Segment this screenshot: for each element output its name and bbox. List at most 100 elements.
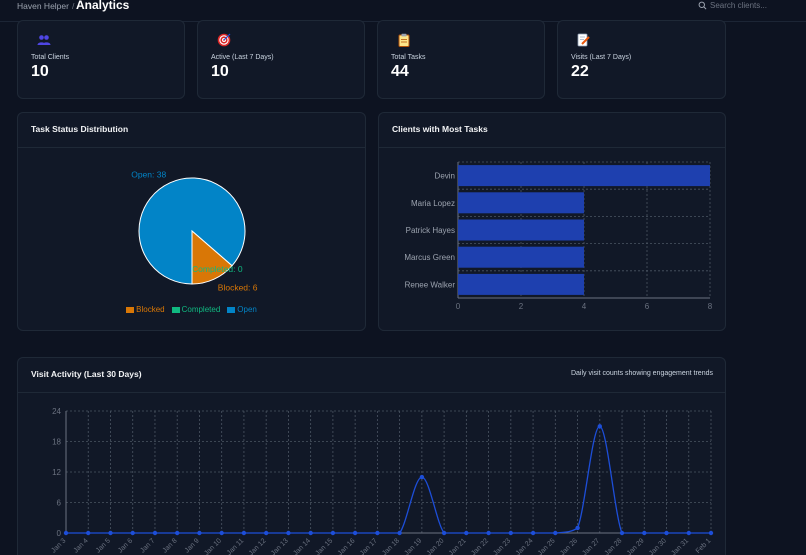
x-tick-label: Jan 21	[448, 537, 468, 555]
x-tick-label: Jan 3	[50, 537, 67, 554]
data-point	[530, 530, 536, 536]
search-input[interactable]: Search clients...	[697, 0, 806, 12]
visit-series-line	[66, 425, 711, 534]
data-point	[241, 530, 247, 536]
panel-title: Clients with Most Tasks	[392, 124, 488, 134]
x-tick-label: Jan 29	[626, 537, 646, 555]
x-tick-label: Jan 17	[359, 537, 379, 555]
pie-label-completed: Completed: 0	[192, 264, 243, 274]
x-tick-label: Jan 13	[270, 537, 290, 555]
x-tick-label: Jan 11	[226, 537, 246, 555]
data-point	[686, 530, 691, 536]
data-point	[664, 530, 669, 536]
y-tick-label: Maria Lopez	[411, 199, 455, 208]
top-bar: Haven Helper / Analytics Search clients..…	[0, 0, 806, 22]
data-point	[575, 525, 580, 531]
y-tick-label: Marcus Green	[404, 253, 455, 262]
stat-label: Active (Last 7 Days)	[211, 54, 274, 61]
stat-label: Total Tasks	[391, 54, 426, 61]
stat-card-active: Active (Last 7 Days) 10	[197, 20, 365, 99]
bar-patrick-hayes	[458, 219, 584, 241]
data-point	[197, 530, 202, 536]
x-tick-label: Jan 20	[426, 537, 446, 555]
panel-divider	[18, 392, 725, 393]
stat-value: 22	[571, 63, 589, 80]
breadcrumb-root[interactable]: Haven Helper	[17, 1, 69, 11]
data-point	[486, 530, 491, 536]
data-point	[152, 530, 158, 536]
stat-card-total-tasks: Total Tasks 44	[377, 20, 545, 99]
data-point	[619, 530, 625, 536]
legend-swatch	[126, 306, 135, 313]
x-tick-label: Jan 14	[292, 537, 312, 555]
panel-title: Task Status Distribution	[31, 124, 129, 134]
breadcrumb-separator: /	[71, 1, 75, 11]
stat-value: 44	[391, 63, 409, 80]
task-status-panel: Task Status Distribution Open: 38 Blocked…	[17, 112, 366, 331]
data-point	[130, 530, 135, 536]
panel-title: Visit Activity (Last 30 Days)	[31, 369, 142, 379]
data-point	[308, 530, 313, 536]
panel-divider	[18, 147, 365, 148]
y-tick-label: 6	[57, 499, 62, 508]
x-tick-label: 8	[708, 302, 713, 311]
x-tick-label: Feb 1	[695, 537, 713, 555]
data-point	[419, 474, 425, 480]
data-point	[553, 530, 558, 536]
y-tick-label: Patrick Hayes	[406, 226, 455, 235]
x-tick-label: Jan 25	[537, 537, 557, 555]
y-tick-label: 0	[57, 529, 62, 538]
x-tick-label: Jan 18	[381, 537, 401, 555]
stat-value: 10	[211, 63, 229, 80]
x-tick-label: Jan 10	[203, 537, 223, 555]
legend-item-completed[interactable]: Completed	[171, 305, 221, 314]
x-tick-label: Jan 24	[515, 537, 535, 555]
clients-tasks-panel: Clients with Most Tasks 0 2 4 6 8 Devin Maria …	[378, 112, 726, 331]
clipboard-icon	[391, 28, 416, 52]
target-icon	[211, 28, 236, 52]
x-tick-label: Jan 15	[314, 537, 334, 555]
task-status-pie-chart: Open: 38 Blocked: 6 Completed: 0	[131, 170, 258, 293]
stat-value: 10	[31, 63, 49, 80]
chart-legend: Blocked Completed Open	[18, 305, 365, 314]
x-tick-label: Jan 26	[559, 537, 579, 555]
stat-card-total-clients: Total Clients 10	[17, 20, 185, 99]
legend-label: Open	[237, 305, 257, 314]
data-point	[375, 530, 380, 536]
clients-tasks-bar-chart: 0 2 4 6 8 Devin Maria Lopez Patrick Hayes Marcus…	[404, 161, 713, 311]
x-tick-label: 0	[456, 302, 461, 311]
legend-swatch	[227, 306, 236, 313]
x-tick-label: 4	[582, 302, 587, 311]
users-icon	[31, 28, 56, 52]
x-tick-label: Jan 19	[403, 537, 423, 555]
legend-label: Completed	[181, 305, 221, 314]
pie-label-blocked: Blocked: 6	[218, 282, 258, 292]
data-point	[441, 530, 447, 536]
x-tick-label: Jan 12	[248, 537, 268, 555]
bar-renee-walker	[458, 273, 584, 295]
bar-maria-lopez	[458, 192, 584, 214]
x-tick-label: 2	[519, 302, 524, 311]
data-point	[708, 530, 714, 536]
data-point	[219, 530, 224, 536]
legend-item-open[interactable]: Open	[227, 305, 257, 314]
data-point	[264, 530, 269, 536]
stat-label: Total Clients	[31, 54, 70, 61]
x-tick-label: Jan 16	[337, 537, 357, 555]
breadcrumb: Haven Helper /	[17, 1, 77, 11]
x-tick-label: 6	[645, 302, 650, 311]
bar-marcus-green	[458, 246, 584, 268]
data-point	[175, 530, 180, 536]
data-point	[330, 530, 336, 536]
search-icon	[698, 1, 707, 10]
panel-divider	[379, 147, 725, 148]
legend-item-blocked[interactable]: Blocked	[126, 305, 165, 314]
legend-swatch	[171, 306, 180, 313]
x-tick-label: Jan 4	[73, 537, 90, 554]
y-tick-label: Renee Walker	[405, 280, 456, 289]
x-tick-label: Jan 7	[139, 537, 156, 554]
data-point	[86, 530, 91, 536]
x-tick-label: Jan 28	[604, 537, 624, 555]
panel-subtitle: Daily visit counts showing engagement tr…	[570, 370, 713, 377]
data-point	[642, 530, 647, 536]
